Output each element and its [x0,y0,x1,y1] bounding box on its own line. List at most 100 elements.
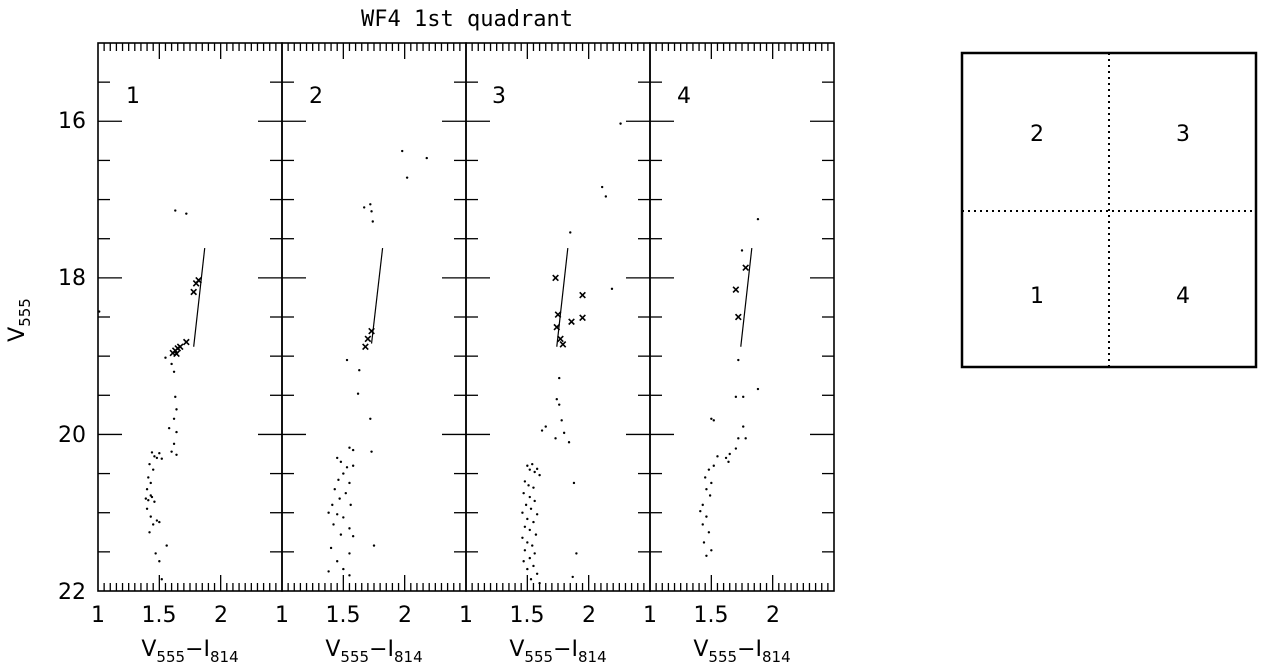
data-point [526,517,529,521]
data-point [337,478,340,482]
data-point [170,450,173,453]
data-point [532,564,535,568]
data-point [560,419,563,422]
cross-stroke [553,323,561,331]
cross-stroke [732,286,740,293]
panel-1: 1 [97,42,283,592]
data-point [744,437,747,440]
cross-stroke [579,314,586,322]
data-point [147,498,150,502]
chart-title: WF4 1st quadrant [361,7,573,32]
data-point [369,203,372,206]
x-tick-label: 2 [766,603,780,628]
panel-frame [649,42,835,592]
data-point [523,549,527,552]
data-point [740,249,744,252]
data-point [172,417,176,420]
data-point [158,452,161,455]
data-point [701,503,704,507]
quadrant-label: 4 [1176,284,1190,309]
data-point [728,452,731,456]
data-point [529,578,533,581]
data-point [529,507,533,510]
data-point [600,185,604,189]
cross-marker [362,343,369,351]
data-point [401,149,404,153]
data-point [737,437,740,440]
data-point [575,552,578,555]
data-point [345,358,349,362]
data-point [567,441,571,444]
cross-stroke [362,343,369,351]
cross-marker [554,311,562,319]
cross-marker [559,341,567,348]
data-point [148,531,151,534]
panel-marks [521,122,622,585]
data-point [531,544,534,547]
data-point [369,417,372,420]
data-point [535,572,539,575]
x-tick-label: 1 [459,603,473,628]
data-point [333,488,336,491]
data-point [526,567,529,571]
cross-stroke [579,291,586,299]
fit-line [556,248,569,347]
y-tick-label: 16 [58,109,86,134]
data-point [528,468,531,471]
data-point [348,446,351,449]
cross-marker [742,264,750,272]
data-point [521,511,524,514]
data-point [521,536,524,539]
data-point [523,480,527,483]
data-point [153,500,156,503]
data-point [329,546,333,550]
data-point [756,387,760,391]
data-point [712,419,715,422]
data-point [362,206,366,209]
panel-marks [98,209,206,581]
data-point [531,462,534,466]
data-point [707,468,711,471]
data-point [371,220,374,223]
data-point [523,525,527,529]
data-point [152,468,155,471]
panel-label: 2 [309,84,323,109]
cross-stroke [557,335,564,343]
data-point [538,473,541,477]
data-point [172,442,176,446]
data-point [158,560,161,563]
cross-marker [579,291,586,299]
x-axis-labels: V555−I814 V555−I814 V555−I814 V555−I814 [141,637,790,666]
panel-label: 1 [126,84,140,109]
data-point [526,464,529,467]
panel-marks [699,217,760,557]
data-point [707,531,711,534]
data-point [327,570,330,573]
data-point [336,456,339,460]
cross-stroke [364,335,372,343]
data-point [533,499,536,503]
cross-marker [557,335,564,343]
data-point [704,476,707,479]
data-point [710,417,713,420]
x-tick-label: 1.5 [142,603,177,628]
data-point [555,398,558,401]
cross-stroke [554,311,562,319]
cross-stroke [559,341,567,348]
cross-marker [568,318,575,326]
data-point [535,467,539,471]
data-point [727,460,730,464]
data-point [342,472,345,475]
quadrant-label: 1 [1030,284,1044,309]
x-tick-label: 2 [582,603,596,628]
data-point [705,488,708,491]
data-point [149,481,152,485]
cross-stroke [195,276,202,284]
cross-marker [732,286,740,293]
data-point [619,122,622,125]
data-point [152,523,155,526]
data-point [351,464,355,467]
data-point [710,549,713,552]
panel-2: 2 [281,42,467,592]
data-point [155,456,159,460]
